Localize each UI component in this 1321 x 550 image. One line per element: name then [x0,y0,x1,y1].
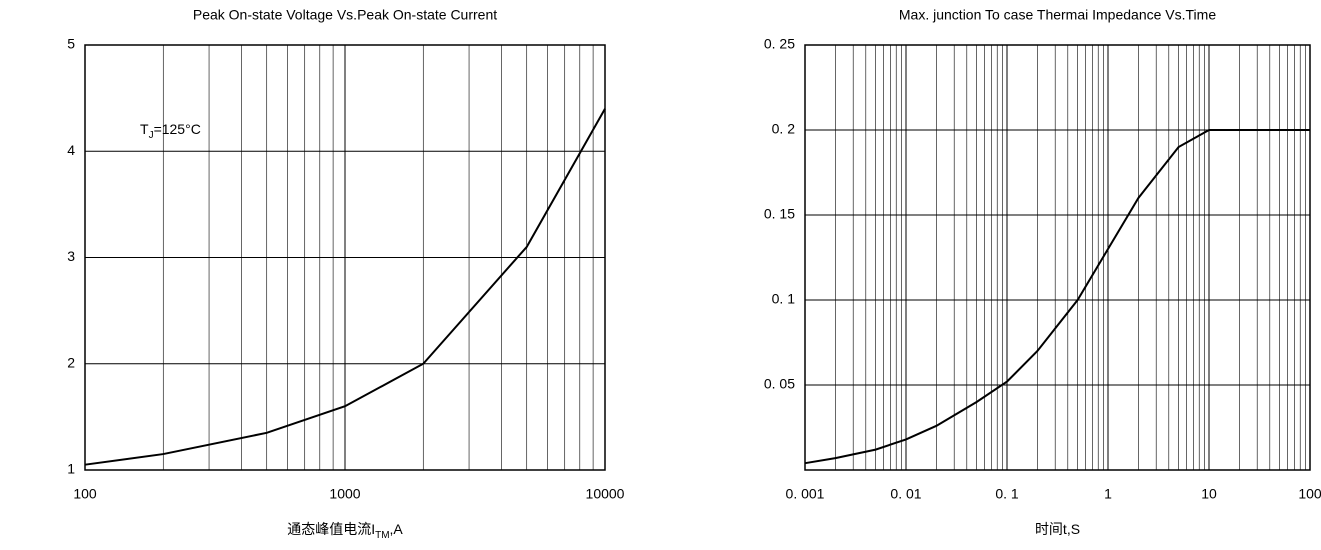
plot-frame [804,44,1311,471]
x-tick-label: 0. 001 [786,486,825,502]
x-tick-label: 1 [1104,486,1112,502]
y-tick-label: 3 [67,248,75,264]
x-tick-label: 1000 [329,486,360,502]
y-tick-label: 0. 1 [772,291,796,307]
chart-title: Peak On-state Voltage Vs.Peak On-state C… [193,7,497,23]
label-rest: ,A [390,521,404,537]
y-tick-label: 0. 2 [772,121,796,137]
label-main: 通态峰值电流I [287,521,375,537]
label-main: 时间t,S [1035,521,1080,537]
y-tick-label: 5 [67,36,75,52]
y-tick-label: 2 [67,354,75,370]
y-tick-label: 1 [67,461,75,477]
y-tick-label: 0. 05 [764,376,795,392]
y-tick-label: 0. 15 [764,206,795,222]
label: TJ=125°C [140,121,201,141]
label: 时间t,S [1035,521,1080,537]
data-line [804,129,1310,465]
x-tick-label: 10 [1201,486,1217,502]
x-tick-label: 10000 [586,486,625,502]
label-sub: J [149,130,154,141]
y-tick-label: 4 [67,142,75,158]
label-rest: =125°C [154,121,201,137]
x-tick-label: 100 [73,486,97,502]
chart-title: Max. junction To case Thermai Impedance … [899,7,1216,23]
x-tick-label: 0. 1 [995,486,1019,502]
x-tick-label: 100 [1298,486,1321,502]
label: 通态峰值电流ITM,A [287,521,403,541]
label-sub: TM [375,530,389,541]
data-line [84,108,606,466]
y-tick-label: 0. 25 [764,36,795,52]
label-main: T [140,121,149,137]
x-tick-label: 0. 01 [890,486,921,502]
